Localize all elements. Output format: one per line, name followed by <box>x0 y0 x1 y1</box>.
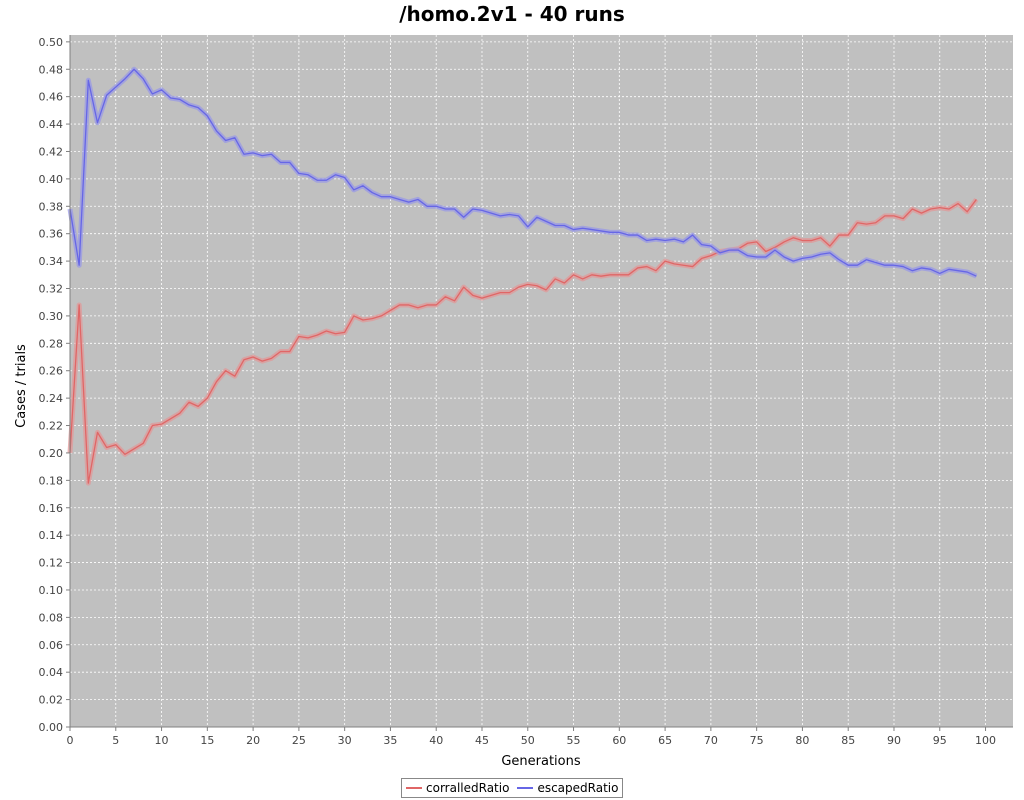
y-tick-label: 0.22 <box>39 420 64 433</box>
x-tick-label: 70 <box>704 734 718 747</box>
chart-title: /homo.2v1 - 40 runs <box>399 2 625 26</box>
y-tick-label: 0.14 <box>39 529 64 542</box>
y-tick-label: 0.02 <box>39 694 64 707</box>
plot-area <box>70 35 1013 727</box>
legend-label-corralled: corralledRatio <box>426 781 510 795</box>
x-tick-label: 60 <box>612 734 626 747</box>
legend-swatch-escaped <box>517 787 534 789</box>
series-lines <box>67 66 979 486</box>
y-tick-label: 0.46 <box>39 91 64 104</box>
x-tick-label: 5 <box>112 734 119 747</box>
x-tick-label: 30 <box>338 734 352 747</box>
x-tick-label: 75 <box>750 734 764 747</box>
y-tick-label: 0.08 <box>39 611 64 624</box>
y-tick-label: 0.50 <box>39 36 64 49</box>
y-tick-label: 0.28 <box>39 337 64 350</box>
legend-label-escaped: escapedRatio <box>537 781 619 795</box>
y-tick-label: 0.44 <box>39 118 64 131</box>
x-tick-label: 95 <box>933 734 947 747</box>
x-tick-label: 40 <box>429 734 443 747</box>
y-tick-label: 0.42 <box>39 145 64 158</box>
legend-item-corralled: corralledRatio <box>406 781 509 795</box>
y-tick-label: 0.30 <box>39 310 64 323</box>
y-tick-label: 0.36 <box>39 228 64 241</box>
x-tick-label: 85 <box>841 734 855 747</box>
y-tick-label: 0.00 <box>39 721 64 734</box>
x-tick-label: 10 <box>155 734 169 747</box>
x-tick-label: 65 <box>658 734 672 747</box>
axes: 0.00 0.02 0.04 0.06 0.08 0.10 0.12 0.14 0.16 0.18… <box>39 35 1013 747</box>
y-tick-label: 0.20 <box>39 447 64 460</box>
x-tick-label: 100 <box>975 734 996 747</box>
x-axis-label: Generations <box>501 754 581 769</box>
y-tick-label: 0.34 <box>39 255 64 268</box>
y-tick-label: 0.48 <box>39 63 64 76</box>
y-tick-label: 0.16 <box>39 502 64 515</box>
x-tick-label: 25 <box>292 734 306 747</box>
series-line-corralledratio <box>69 199 977 484</box>
y-tick-label: 0.10 <box>39 584 64 597</box>
y-tick-label: 0.24 <box>39 392 64 405</box>
x-tick-label: 20 <box>246 734 260 747</box>
x-tick-label: 45 <box>475 734 489 747</box>
x-tick-label: 50 <box>521 734 535 747</box>
y-tick-label: 0.26 <box>39 365 64 378</box>
y-tick-label: 0.18 <box>39 474 64 487</box>
series-line-escapedratio <box>69 68 977 277</box>
legend-item-escaped: escapedRatio <box>517 781 618 795</box>
y-tick-label: 0.32 <box>39 283 64 296</box>
x-tick-label: 0 <box>67 734 74 747</box>
x-tick-label: 15 <box>200 734 214 747</box>
legend: corralledRatio escapedRatio <box>401 778 624 798</box>
x-tick-label: 55 <box>567 734 581 747</box>
y-tick-label: 0.06 <box>39 639 64 652</box>
y-tick-label: 0.04 <box>39 666 64 679</box>
y-tick-label: 0.12 <box>39 557 64 570</box>
x-tick-label: 80 <box>795 734 809 747</box>
legend-swatch-corralled <box>406 787 422 789</box>
y-tick-label: 0.38 <box>39 200 64 213</box>
x-tick-label: 90 <box>887 734 901 747</box>
grid-lines <box>69 35 1013 728</box>
y-tick-label: 0.40 <box>39 173 64 186</box>
x-tick-label: 35 <box>383 734 397 747</box>
y-axis-label: Cases / trials <box>14 344 29 428</box>
